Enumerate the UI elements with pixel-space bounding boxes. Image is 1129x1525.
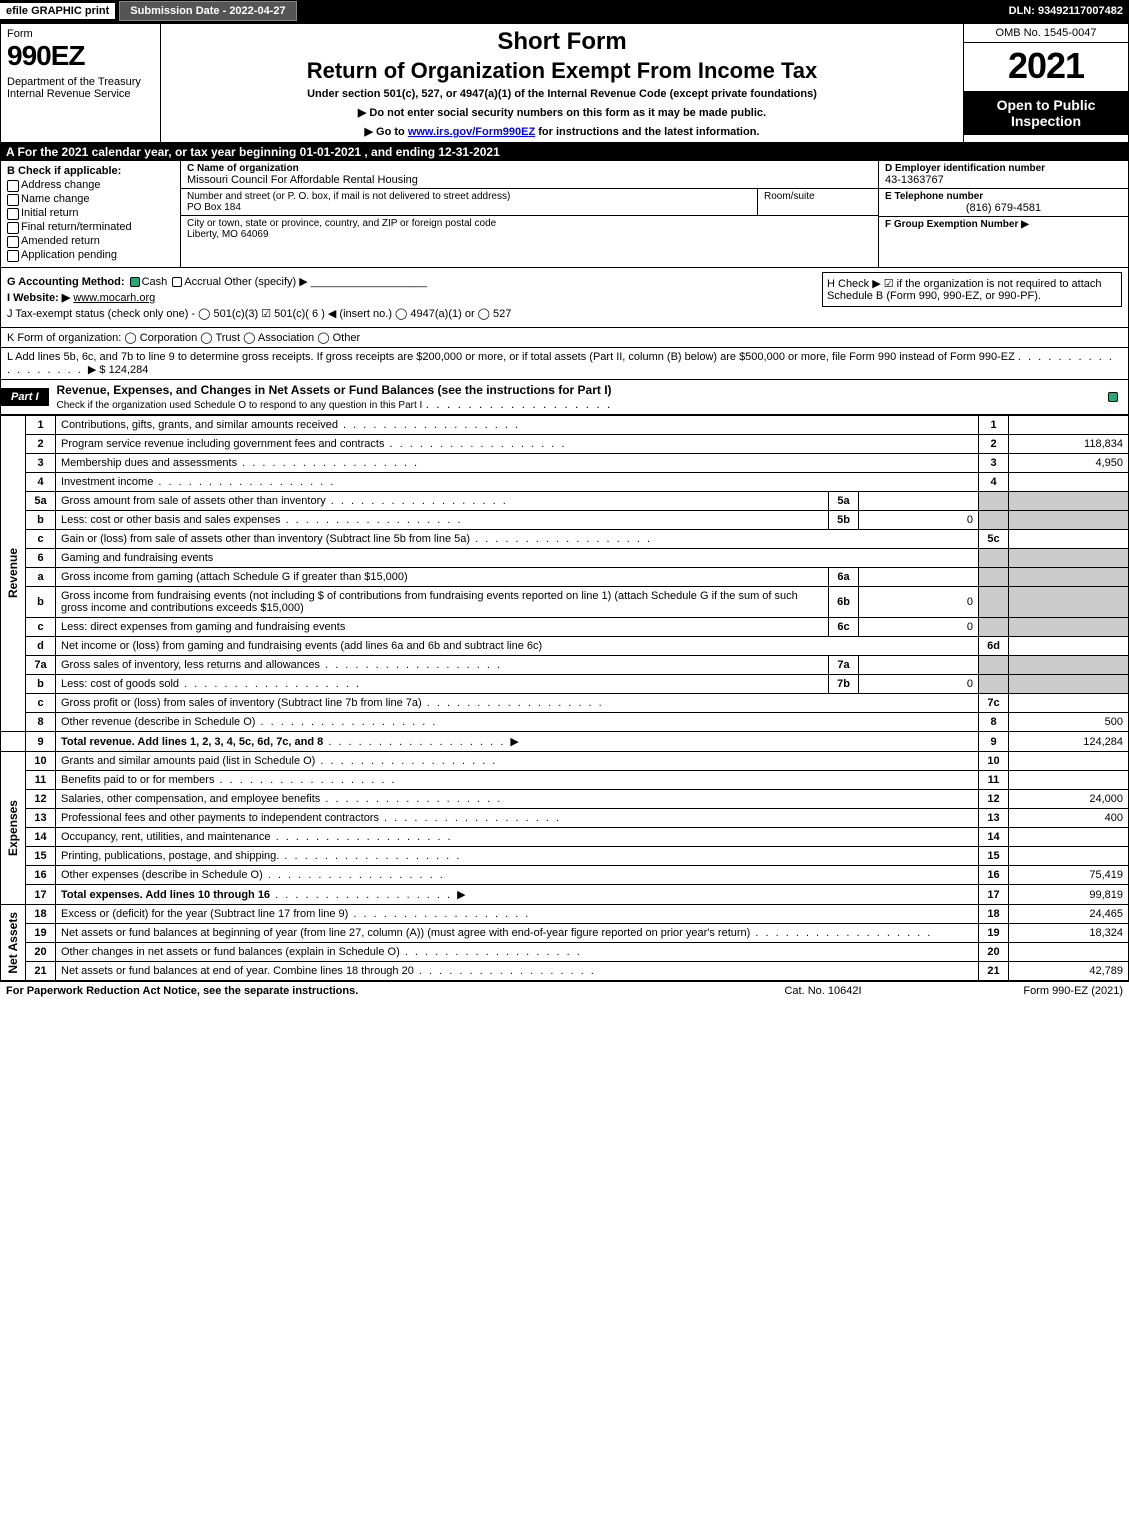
e-label: E Telephone number [885,191,1122,202]
chk-accrual[interactable] [172,277,182,287]
part1-header: Part I Revenue, Expenses, and Changes in… [0,380,1129,415]
side-netassets: Net Assets [6,912,20,974]
part1-tag: Part I [1,388,49,406]
short-form-label: Short Form [167,28,957,56]
lines-table: Revenue 1 Contributions, gifts, grants, … [0,415,1129,981]
footer-cat: Cat. No. 10642I [723,985,923,997]
part1-title: Revenue, Expenses, and Changes in Net As… [57,383,612,397]
top-bar: efile GRAPHIC print Submission Date - 20… [0,0,1129,22]
footer-left: For Paperwork Reduction Act Notice, see … [6,985,723,997]
chk-application-pending[interactable]: Application pending [7,249,174,261]
row-l: L Add lines 5b, 6c, and 7b to line 9 to … [0,348,1129,380]
form-title: Return of Organization Exempt From Incom… [167,58,957,84]
irs-link[interactable]: www.irs.gov/Form990EZ [408,126,535,138]
goto-line: ▶ Go to www.irs.gov/Form990EZ for instru… [167,125,957,138]
page-footer: For Paperwork Reduction Act Notice, see … [0,981,1129,1000]
b-label: B Check if applicable: [7,165,174,177]
g-label: G Accounting Method: [7,276,125,288]
d-label: D Employer identification number [885,163,1122,174]
i-label: I Website: ▶ [7,292,70,304]
city-label: City or town, state or province, country… [187,218,872,229]
row-k: K Form of organization: ◯ Corporation ◯ … [0,328,1129,348]
ein-value: 43-1363767 [885,174,1122,186]
submission-date: Submission Date - 2022-04-27 [119,1,296,21]
part1-check-text: Check if the organization used Schedule … [57,400,423,411]
street-label: Number and street (or P. O. box, if mail… [187,191,751,202]
side-expenses: Expenses [6,800,20,856]
form-subtitle: Under section 501(c), 527, or 4947(a)(1)… [167,88,957,100]
side-revenue: Revenue [6,548,20,598]
block-ghij: H Check ▶ ☑ if the organization is not r… [0,268,1129,328]
row-a: A For the 2021 calendar year, or tax yea… [0,143,1129,161]
chk-cash[interactable] [130,277,140,287]
street-value: PO Box 184 [187,202,751,213]
omb-number: OMB No. 1545-0047 [964,24,1128,43]
city-value: Liberty, MO 64069 [187,229,872,240]
h-box: H Check ▶ ☑ if the organization is not r… [822,272,1122,307]
chk-final-return[interactable]: Final return/terminated [7,221,174,233]
form-number: 990EZ [7,40,154,72]
form-word: Form [7,28,154,40]
c-label: C Name of organization [187,163,872,174]
block-bcdef: B Check if applicable: Address change Na… [0,161,1129,268]
ssn-warning: ▶ Do not enter social security numbers o… [167,106,957,119]
phone-value: (816) 679-4581 [885,202,1122,214]
room-label: Room/suite [764,191,872,202]
chk-address-change[interactable]: Address change [7,179,174,191]
org-name: Missouri Council For Affordable Rental H… [187,174,872,186]
chk-initial-return[interactable]: Initial return [7,207,174,219]
part1-schedule-o-chk[interactable] [1108,392,1118,402]
footer-right: Form 990-EZ (2021) [923,985,1123,997]
tax-year: 2021 [964,43,1128,91]
efile-label[interactable]: efile GRAPHIC print [0,3,115,19]
dept-label: Department of the Treasury Internal Reve… [7,76,154,100]
open-inspection: Open to Public Inspection [964,91,1128,135]
website-link[interactable]: www.mocarh.org [73,292,155,304]
chk-name-change[interactable]: Name change [7,193,174,205]
chk-amended-return[interactable]: Amended return [7,235,174,247]
form-header: Form 990EZ Department of the Treasury In… [0,22,1129,143]
section-b: B Check if applicable: Address change Na… [1,161,181,267]
j-line: J Tax-exempt status (check only one) - ◯… [7,307,1122,320]
dln: DLN: 93492117007482 [1009,5,1129,17]
f-label: F Group Exemption Number ▶ [885,219,1122,230]
